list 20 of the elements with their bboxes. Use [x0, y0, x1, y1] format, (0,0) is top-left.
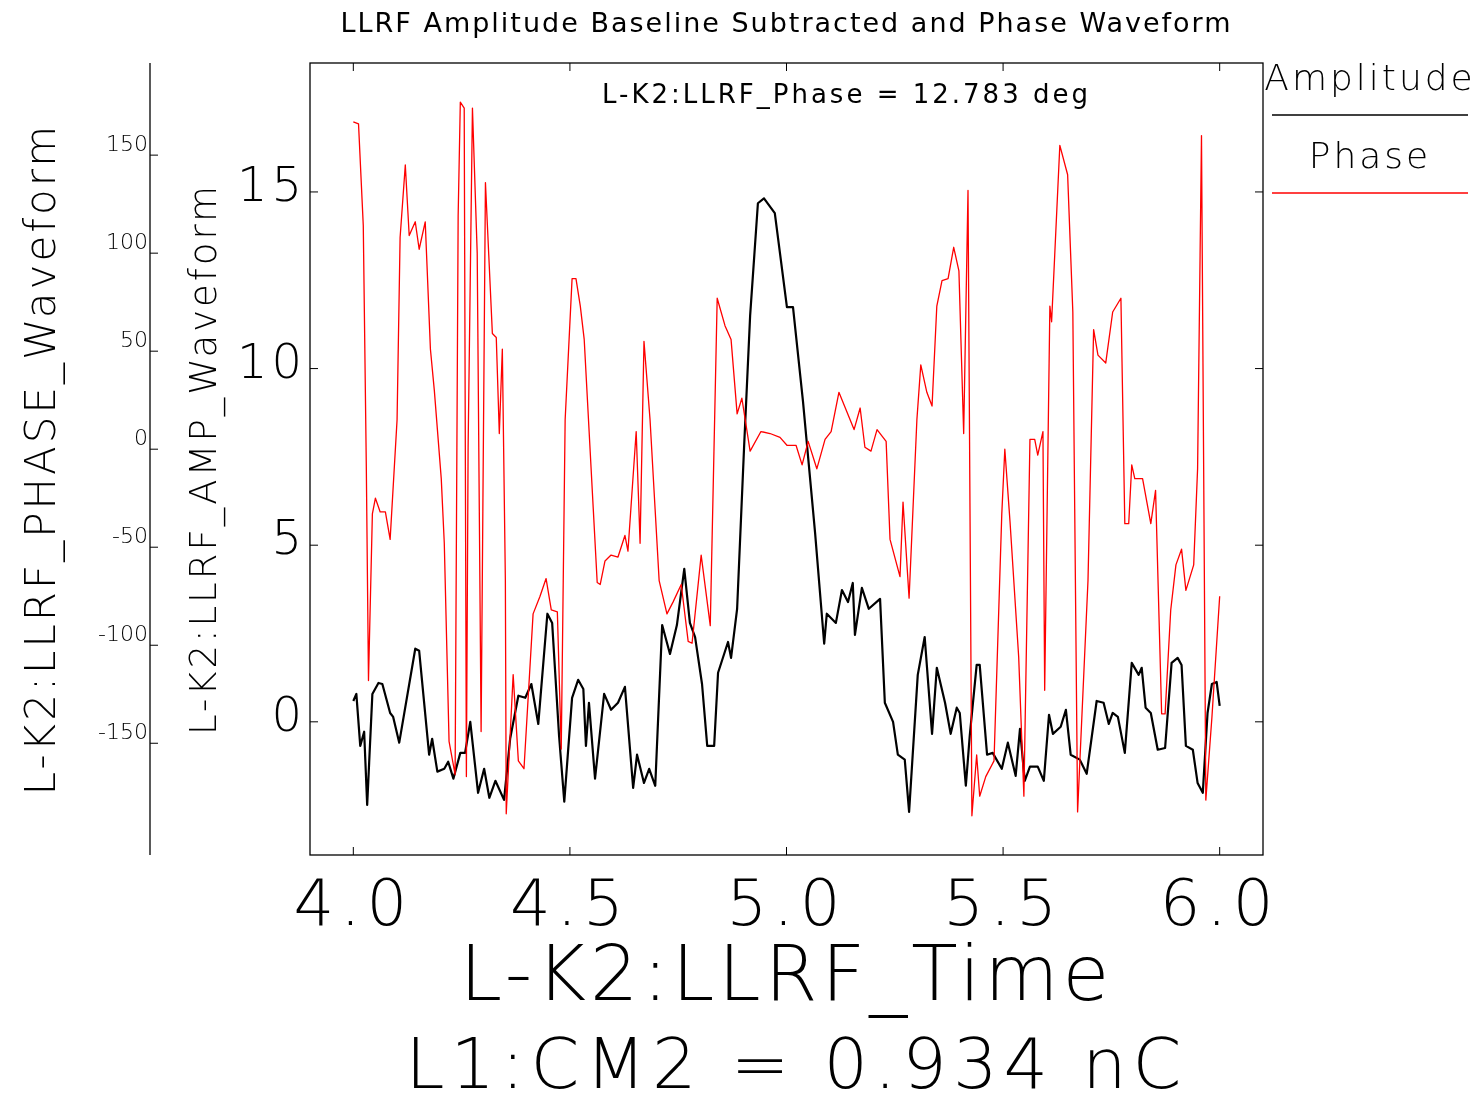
y2-tick-label: -50 [112, 523, 148, 549]
y2-tick-label: -150 [98, 719, 148, 745]
y2-tick-label: 100 [106, 229, 148, 255]
chart-title: LLRF Amplitude Baseline Subtracted and Phase Waveform [340, 7, 1233, 38]
y2-tick-label: 50 [120, 327, 148, 353]
legend-label: Amplitude [1264, 57, 1475, 98]
annotation: L-K2:LLRF_Phase = 12.783 deg [602, 79, 1091, 109]
y-tick-label: 10 [236, 332, 306, 389]
y2-tick-label: 150 [106, 131, 148, 157]
y-tick-label: 0 [271, 685, 306, 742]
x-tick-label: 6.0 [1159, 866, 1280, 940]
y2-tick-label: -100 [98, 621, 148, 647]
text: L1:CM2 = 0.934 nC [405, 1023, 1188, 1099]
y-axis-title: L-K2:LLRF_AMP_Waveform [182, 182, 226, 736]
x-tick-label: 4.0 [293, 866, 414, 940]
text: Phase [1308, 135, 1432, 176]
y-tick-label: 5 [271, 509, 306, 566]
y2-axis-title: L-K2:LLRF_PHASE_Waveform [16, 122, 65, 796]
y-tick-label: 15 [236, 155, 306, 212]
y2-tick-label: 0 [134, 425, 148, 451]
